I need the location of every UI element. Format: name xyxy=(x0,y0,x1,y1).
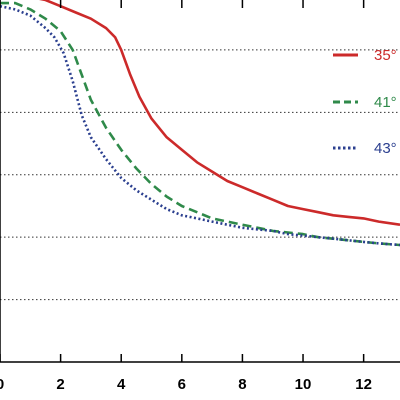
x-tick-label-3: 6 xyxy=(178,376,186,393)
series-line-2 xyxy=(0,4,400,247)
x-tick-label-6: 12 xyxy=(355,376,372,393)
x-tick-label-1: 2 xyxy=(56,376,64,393)
axes xyxy=(0,0,400,363)
series-lines xyxy=(0,0,400,247)
x-tick-label-2: 4 xyxy=(117,376,126,393)
legend-label-0: 35° xyxy=(374,47,397,64)
legend-label-2: 43° xyxy=(374,140,397,157)
legend: 35° 41° 43° xyxy=(333,47,397,157)
gridlines xyxy=(0,49,400,301)
legend-label-1: 41° xyxy=(374,94,397,111)
x-tick-label-4: 8 xyxy=(238,376,246,393)
x-tick-label-0: 0 xyxy=(0,376,4,393)
x-ticks: 0 2 4 6 8 10 12 xyxy=(0,0,372,393)
series-line-0 xyxy=(38,0,400,226)
x-tick-label-5: 10 xyxy=(295,376,312,393)
series-line-1 xyxy=(0,1,400,247)
